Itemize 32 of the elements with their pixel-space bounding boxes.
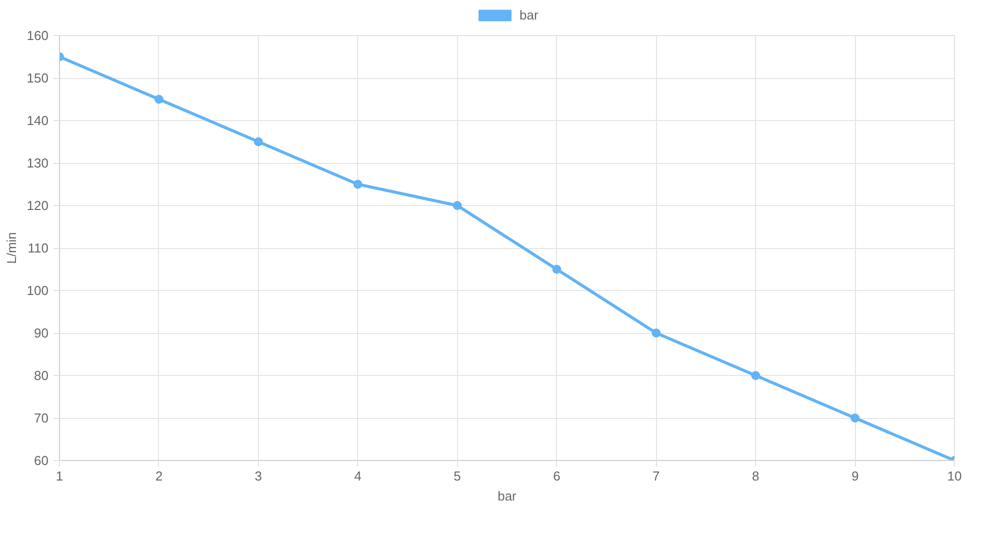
x-tick-label: 5 [454, 468, 461, 484]
y-tick-label: 80 [34, 368, 49, 383]
point [254, 137, 263, 146]
x-tick-label: 7 [652, 468, 660, 484]
y-tick-label: 90 [34, 326, 49, 340]
x-tick-label: 1 [56, 468, 64, 484]
y-tick-label: 110 [28, 240, 49, 256]
y-tick-label: 150 [26, 70, 49, 86]
y-tick-label: 120 [26, 198, 49, 213]
point [452, 201, 462, 210]
x-tick-label: 10 [947, 468, 962, 484]
point [652, 328, 661, 338]
x-tick-label: 4 [354, 468, 362, 484]
y-tick-label: 70 [34, 410, 49, 426]
x-tick-label: 2 [155, 468, 163, 484]
point [751, 371, 760, 380]
x-tick-label: 9 [851, 468, 859, 484]
point [154, 94, 164, 104]
y-tick-label: 160 [26, 28, 49, 43]
y-axis-title: L/min [4, 232, 19, 264]
x-axis-title: bar [498, 488, 518, 504]
point [353, 180, 362, 189]
y-tick-label: 140 [26, 113, 49, 128]
point [552, 264, 562, 274]
y-tick-label: 60 [34, 453, 49, 468]
y-tick-label: 100 [26, 283, 49, 298]
x-tick-label: 6 [553, 468, 560, 484]
y-tick-label: 130 [26, 156, 49, 170]
x-tick-label: 8 [752, 468, 760, 484]
point [850, 414, 860, 422]
legend-label: bar [520, 8, 540, 22]
x-tick-label: 3 [254, 468, 262, 484]
